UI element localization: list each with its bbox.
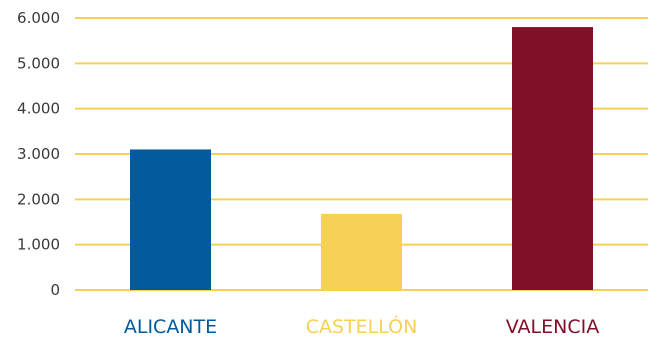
y-tick-label: 5.000 bbox=[17, 54, 60, 72]
y-tick-label: 6.000 bbox=[17, 9, 60, 27]
y-tick-label: 4.000 bbox=[17, 100, 60, 118]
category-label: ALICANTE bbox=[124, 316, 217, 338]
bar-valencia bbox=[512, 27, 593, 291]
category-label: VALENCIA bbox=[506, 316, 599, 338]
bars bbox=[130, 27, 593, 291]
category-label: CASTELLÓN bbox=[306, 314, 418, 338]
bar-castellón bbox=[321, 213, 402, 290]
y-axis-tick-labels: 0 1.000 2.000 3.000 4.000 5.000 6.000 bbox=[17, 9, 60, 299]
x-axis-category-labels: ALICANTE CASTELLÓN VALENCIA bbox=[124, 314, 599, 338]
bar-alicante bbox=[130, 149, 211, 290]
y-tick-label: 0 bbox=[50, 281, 60, 299]
y-tick-label: 2.000 bbox=[17, 190, 60, 208]
y-tick-label: 3.000 bbox=[17, 145, 60, 163]
y-tick-label: 1.000 bbox=[17, 236, 60, 254]
